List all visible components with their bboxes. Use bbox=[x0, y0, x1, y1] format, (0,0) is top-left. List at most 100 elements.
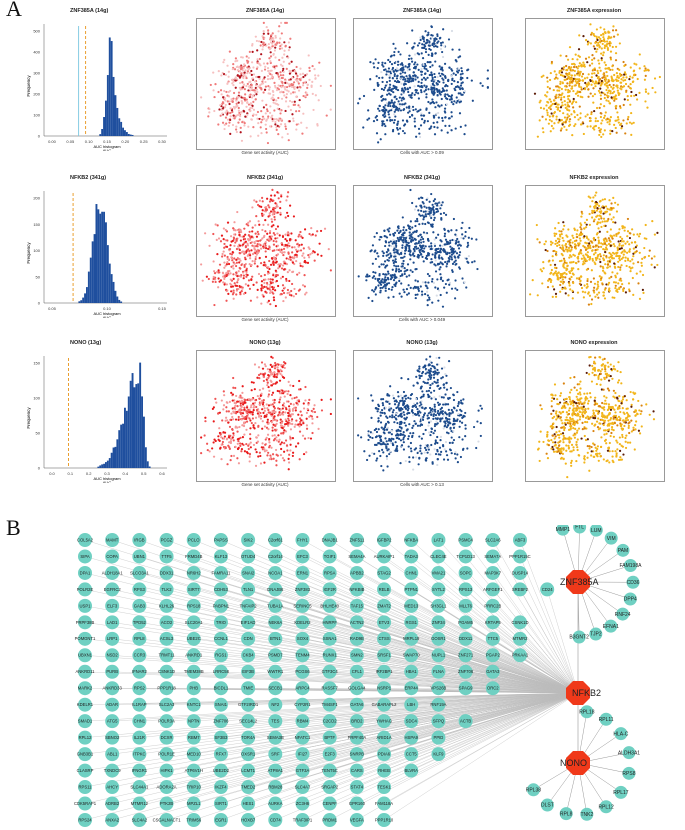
tsne-point bbox=[430, 216, 433, 220]
tsne-point bbox=[261, 209, 264, 212]
tsne-point bbox=[583, 221, 587, 224]
tsne-point bbox=[568, 46, 572, 49]
tsne-point bbox=[286, 195, 289, 198]
tsne-point bbox=[237, 287, 240, 291]
tsne-point bbox=[224, 228, 227, 232]
tsne-point bbox=[284, 233, 287, 236]
tsne-point bbox=[455, 96, 458, 99]
tsne-point bbox=[285, 199, 288, 202]
tsne-point bbox=[576, 235, 579, 239]
tsne-point bbox=[232, 418, 235, 421]
tsne-point bbox=[438, 37, 441, 40]
tsne-point bbox=[633, 94, 636, 97]
tsne-point bbox=[399, 274, 402, 278]
tsne-point bbox=[222, 250, 225, 253]
tsne-point bbox=[540, 270, 544, 273]
tsne-point bbox=[280, 193, 283, 196]
tsne-point bbox=[272, 65, 275, 68]
tsne-point bbox=[560, 280, 563, 283]
tsne-point bbox=[569, 254, 572, 257]
tsne-point bbox=[599, 253, 602, 256]
tsne-point bbox=[382, 254, 385, 257]
tsne-point bbox=[277, 284, 280, 288]
tsne-point bbox=[599, 221, 602, 224]
tsne-point bbox=[589, 280, 593, 283]
tsne-point bbox=[595, 215, 598, 218]
tsne-point bbox=[238, 231, 241, 234]
tsne-point bbox=[296, 250, 299, 253]
tsne-point bbox=[578, 90, 582, 94]
tsne-point bbox=[572, 97, 575, 101]
tsne-point bbox=[424, 50, 428, 54]
tsne-point bbox=[607, 217, 610, 221]
tsne-point bbox=[461, 233, 464, 236]
auc-scatter bbox=[200, 188, 332, 308]
tsne-point bbox=[592, 33, 595, 37]
tsne-point bbox=[395, 276, 398, 279]
tsne-point bbox=[240, 111, 243, 114]
tsne-point bbox=[451, 48, 454, 51]
tsne-point bbox=[273, 118, 276, 121]
tsne-point bbox=[242, 76, 245, 80]
tsne-point bbox=[415, 205, 418, 208]
tsne-point bbox=[566, 108, 569, 111]
tsne-point bbox=[620, 88, 623, 91]
tsne-point bbox=[285, 92, 288, 96]
tsne-point bbox=[601, 269, 605, 272]
tsne-point bbox=[413, 248, 416, 251]
tsne-point bbox=[238, 86, 242, 89]
tsne-point bbox=[301, 254, 304, 257]
tsne-point bbox=[305, 411, 309, 414]
tsne-point bbox=[421, 118, 424, 121]
tsne-point bbox=[393, 104, 396, 107]
tsne-point bbox=[276, 232, 279, 235]
tsne-point bbox=[288, 62, 291, 65]
tsne-point bbox=[584, 57, 588, 60]
tsne-point bbox=[402, 234, 405, 237]
tsne-point bbox=[584, 248, 588, 252]
tsne-point bbox=[256, 265, 259, 268]
tsne-point bbox=[247, 224, 250, 227]
tsne-point bbox=[635, 93, 638, 97]
tsne-point bbox=[312, 407, 315, 410]
tsne-point bbox=[252, 108, 256, 111]
tsne-point bbox=[397, 132, 400, 135]
tsne-point bbox=[280, 292, 283, 296]
tsne-point bbox=[427, 252, 430, 255]
tsne-point bbox=[225, 272, 228, 275]
tsne-point bbox=[302, 422, 305, 425]
tsne-point bbox=[252, 443, 256, 447]
tsne-point bbox=[232, 432, 235, 435]
tsne-point bbox=[266, 74, 270, 78]
tsne-point bbox=[604, 67, 607, 70]
tsne-point bbox=[420, 236, 423, 239]
tsne-point bbox=[257, 134, 260, 137]
tsne-point bbox=[250, 69, 253, 73]
tsne-point bbox=[609, 234, 612, 237]
tsne-point bbox=[446, 260, 449, 263]
tsne-point bbox=[303, 228, 307, 231]
tsne-point bbox=[239, 259, 242, 262]
tsne-point bbox=[591, 249, 594, 252]
tsne-point bbox=[252, 113, 255, 116]
tsne-point bbox=[604, 237, 607, 240]
tsne-point bbox=[384, 104, 387, 107]
tsne-point bbox=[615, 131, 618, 134]
tsne-point bbox=[612, 196, 615, 199]
tsne-point bbox=[593, 109, 596, 113]
tsne-point bbox=[578, 55, 581, 58]
tsne-point bbox=[366, 273, 369, 276]
tsne-point bbox=[396, 236, 399, 240]
tsne-point bbox=[255, 88, 258, 91]
tsne-point bbox=[625, 76, 628, 79]
tsne-point bbox=[640, 261, 643, 264]
tsne-point bbox=[591, 95, 595, 98]
tsne-point bbox=[610, 207, 613, 210]
tsne-point bbox=[251, 230, 254, 233]
tsne-point bbox=[267, 278, 270, 281]
tsne-point bbox=[599, 131, 602, 134]
tsne-point bbox=[441, 77, 444, 80]
tsne-point bbox=[647, 92, 650, 95]
tsne-point bbox=[579, 251, 582, 254]
tsne-point bbox=[443, 62, 447, 65]
